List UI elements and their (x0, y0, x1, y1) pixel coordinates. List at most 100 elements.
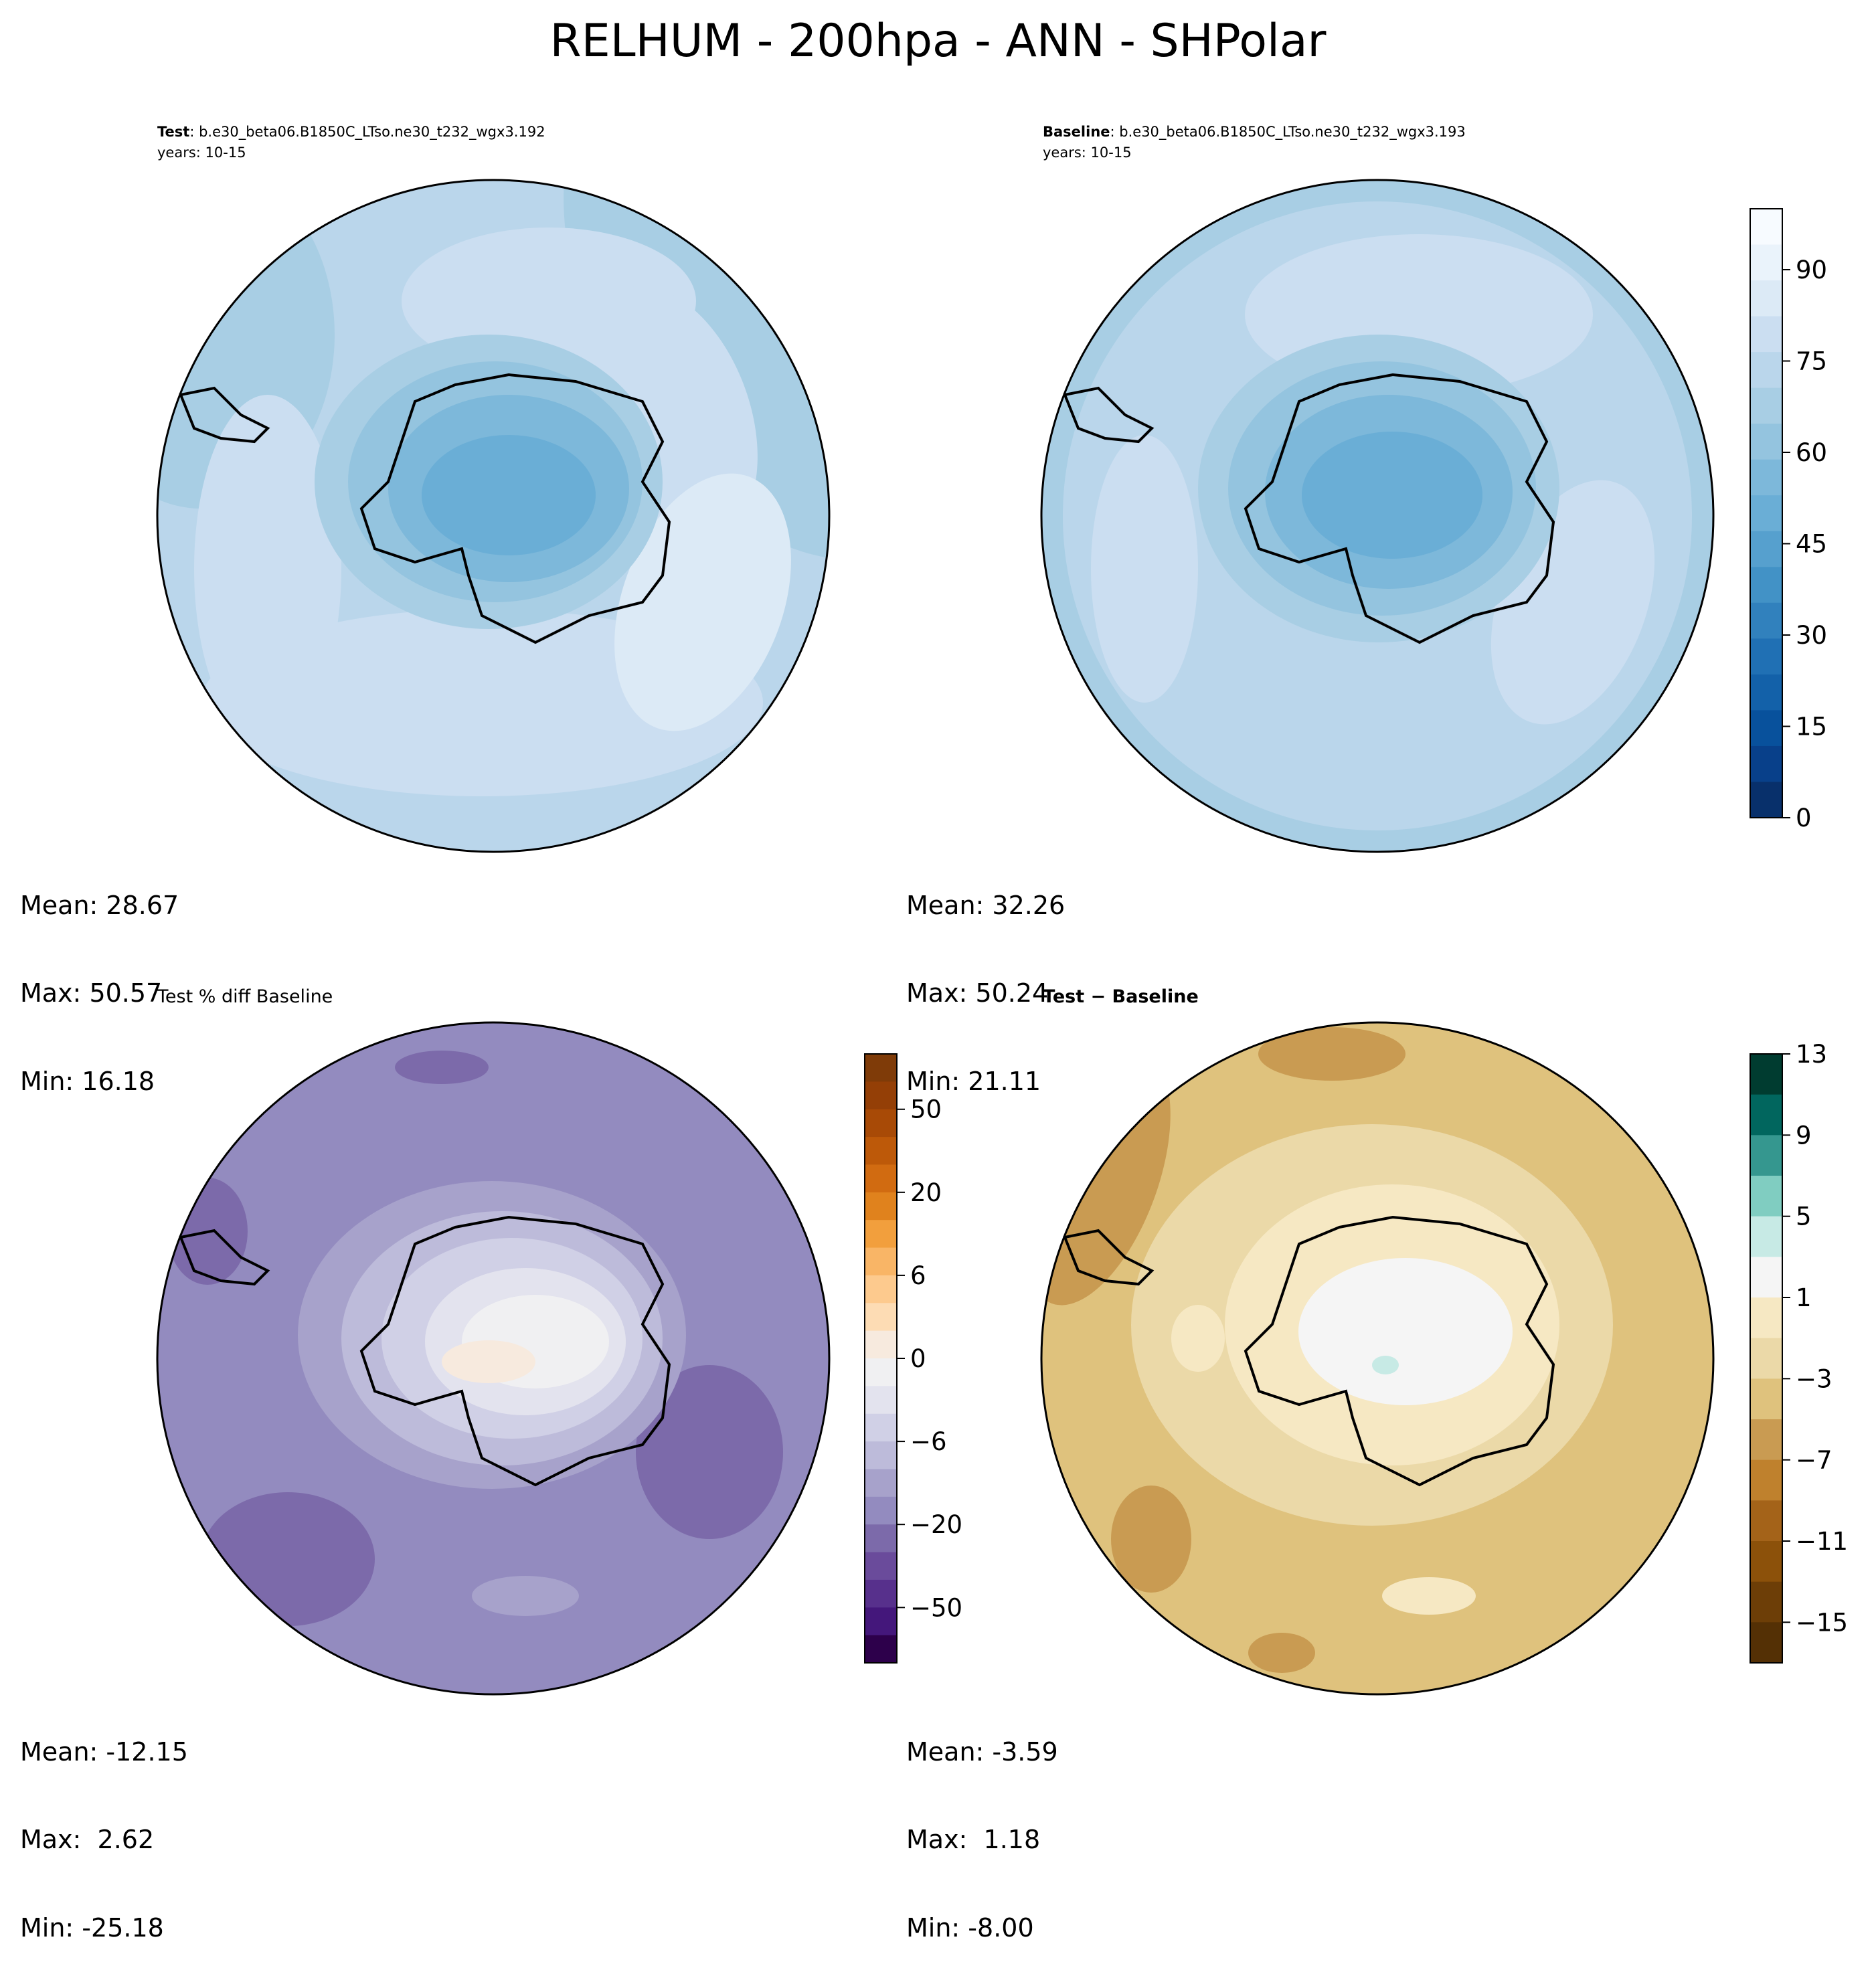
diff-colorbar-tick-label: −7 (1796, 1446, 1832, 1475)
baseline-map-border (1040, 179, 1715, 853)
pctdiff-colorbar-band (865, 1303, 897, 1332)
diff-colorbar-band (1750, 1378, 1782, 1420)
pctdiff-mean: Mean: -12.15 (20, 1737, 188, 1767)
pctdiff-contour-e-low (636, 1365, 783, 1539)
diff-mean: Mean: -3.59 (906, 1737, 1058, 1767)
diff-contour-s-low (1248, 1633, 1315, 1673)
diff-colorbar-tick-label: −11 (1796, 1527, 1848, 1556)
diff-map (1040, 1021, 1715, 1696)
diff-colorbar-frame (1750, 1053, 1783, 1664)
pctdiff-header: Test % diff Baseline (157, 986, 333, 1007)
pctdiff-colorbar-band (865, 1413, 897, 1442)
diff-contour-pole-3 (1372, 1356, 1399, 1374)
diff-contour-sw-low (1111, 1486, 1191, 1593)
diff-min: Min: -8.00 (906, 1912, 1034, 1943)
pctdiff-map-border (156, 1021, 831, 1696)
diff-colorbar-band (1750, 1257, 1782, 1298)
test-stats: Mean: 28.67 Max: 50.57 Min: 16.18 (20, 833, 179, 1126)
pctdiff-colorbar-band (865, 1137, 897, 1166)
diff-max: Max: 1.18 (906, 1825, 1041, 1855)
test-contour-e-driest (614, 473, 791, 731)
diff-colorbar-tick-label: 1 (1796, 1283, 1812, 1312)
pctdiff-colorbar-tick-label: 50 (910, 1095, 942, 1124)
baseline-south-america-coastline (1063, 386, 1155, 444)
field-colorbar-tick-label: 90 (1796, 256, 1827, 284)
test-max: Max: 50.57 (20, 978, 163, 1008)
diff-colorbar-tick-label: 5 (1796, 1202, 1812, 1231)
pctdiff-colorbar-tick-label: −6 (910, 1427, 947, 1456)
pctdiff-colorbar-band (865, 1552, 897, 1581)
diff-colorbar-tick-label: 13 (1796, 1040, 1827, 1069)
test-header-case: : b.e30_beta06.B1850C_LTso.ne30_t232_wgx… (189, 124, 545, 140)
field-colorbar-band (1750, 316, 1782, 353)
diff-colorbar-band (1750, 1459, 1782, 1501)
baseline-mean: Mean: 32.26 (906, 891, 1065, 921)
diff-colorbar-band (1750, 1622, 1782, 1664)
diff-header: Test − Baseline (1043, 988, 1199, 1006)
field-colorbar-band (1750, 209, 1782, 246)
pctdiff-colorbar-tick-label: −20 (910, 1510, 962, 1539)
test-antarctica-coastline (359, 373, 671, 644)
diff-header-label: Test − Baseline (1043, 986, 1199, 1007)
test-header-label: Test (157, 124, 190, 140)
pctdiff-colorbar-band (865, 1109, 897, 1138)
field-colorbar-band (1750, 531, 1782, 567)
baseline-contour-pole-4 (1302, 432, 1482, 559)
diff-contour-pole-2 (1298, 1258, 1513, 1405)
field-colorbar-band (1750, 745, 1782, 783)
pctdiff-antarctica-coastline (359, 1215, 671, 1487)
diff-contour-n-low (1258, 1027, 1405, 1081)
field-colorbar-band (1750, 459, 1782, 496)
baseline-antarctica-coastline (1244, 373, 1555, 644)
pctdiff-contour-s-high (472, 1576, 579, 1616)
diff-colorbar-band (1750, 1135, 1782, 1176)
diff-south-america-coastline (1063, 1229, 1155, 1286)
field-colorbar-band (1750, 495, 1782, 532)
field-colorbar-band (1750, 352, 1782, 389)
pctdiff-colorbar-band (865, 1081, 897, 1110)
diff-colorbar-band (1750, 1297, 1782, 1339)
diff-colorbar-band (1750, 1500, 1782, 1542)
baseline-header-case: : b.e30_beta06.B1850C_LTso.ne30_t232_wgx… (1110, 124, 1466, 140)
field-colorbar-band (1750, 424, 1782, 460)
baseline-map (1040, 179, 1715, 853)
pctdiff-colorbar-band (865, 1524, 897, 1553)
test-years: years: 10-15 (157, 145, 246, 161)
pctdiff-colorbar-tick-label: 20 (910, 1178, 942, 1207)
diff-colorbar: 13 9 5 1 −3 −7 −11 −15 (1750, 1040, 1848, 1664)
pctdiff-colorbar-band (865, 1469, 897, 1498)
pctdiff-colorbar-tick-label: 6 (910, 1261, 926, 1290)
diff-colorbar-tick-label: 9 (1796, 1121, 1812, 1150)
diff-contour-w-high (1171, 1305, 1225, 1372)
baseline-contour-w-dry (1091, 435, 1198, 703)
pctdiff-colorbar-band (865, 1579, 897, 1608)
diff-colorbar-tick-label: −3 (1796, 1364, 1832, 1393)
pctdiff-colorbar-tick-label: −50 (910, 1593, 962, 1622)
baseline-stats: Mean: 32.26 Max: 50.24 Min: 21.11 (906, 833, 1065, 1126)
field-colorbar-band (1750, 674, 1782, 711)
baseline-header-label: Baseline (1043, 124, 1110, 140)
pctdiff-colorbar: 50 20 6 0 −6 −20 −50 (864, 1053, 962, 1664)
diff-colorbar-band (1750, 1216, 1782, 1257)
diff-colorbar-band (1750, 1581, 1782, 1623)
diff-antarctica-coastline (1244, 1215, 1555, 1487)
test-map-border (156, 179, 831, 853)
pctdiff-colorbar-band (865, 1164, 897, 1193)
test-south-america-coastline (179, 386, 270, 444)
pctdiff-min: Min: -25.18 (20, 1912, 164, 1943)
diff-colorbar-band (1750, 1338, 1782, 1379)
field-colorbar-tick-label: 30 (1796, 621, 1827, 650)
field-colorbar-band (1750, 602, 1782, 639)
diff-colorbar-band (1750, 1176, 1782, 1217)
field-colorbar-tick-label: 75 (1796, 347, 1827, 376)
field-colorbar: 0 15 30 45 60 75 90 (1750, 208, 1827, 832)
diff-colorbar-tick-label: −15 (1796, 1608, 1848, 1637)
pctdiff-contour-sw-low (201, 1492, 375, 1626)
pctdiff-colorbar-band (865, 1386, 897, 1415)
test-map (156, 179, 831, 853)
pctdiff-colorbar-band (865, 1607, 897, 1636)
test-contour-pole-4 (422, 435, 596, 555)
baseline-years: years: 10-15 (1043, 145, 1132, 161)
pctdiff-colorbar-band (865, 1247, 897, 1276)
